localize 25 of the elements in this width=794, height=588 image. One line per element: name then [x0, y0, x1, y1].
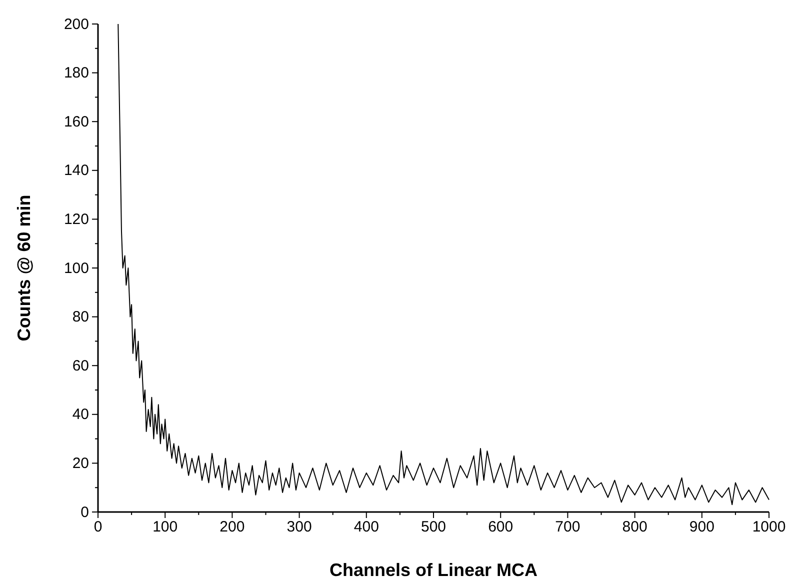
y-tick-label: 20 — [72, 455, 89, 472]
y-tick-label: 80 — [72, 308, 89, 326]
x-axis-title: Channels of Linear MCA — [329, 560, 538, 580]
x-tick-label: 1000 — [752, 518, 786, 536]
x-tick-label: 900 — [689, 518, 714, 536]
x-tick-label: 700 — [555, 518, 580, 536]
y-tick-label: 60 — [72, 357, 89, 374]
y-tick-label: 100 — [64, 260, 89, 277]
x-tick-label: 800 — [622, 518, 648, 536]
y-tick-label: 0 — [80, 504, 89, 521]
y-tick-label: 140 — [64, 162, 89, 180]
x-tick-label: 500 — [420, 518, 446, 536]
y-axis-title: Counts @ 60 min — [14, 194, 34, 342]
y-tick-label: 160 — [64, 113, 89, 130]
y-tick-label: 180 — [64, 64, 89, 82]
x-tick-label: 200 — [220, 518, 245, 536]
x-tick-label: 0 — [94, 518, 102, 536]
x-tick-label: 600 — [488, 518, 514, 536]
x-tick-label: 100 — [152, 518, 178, 536]
x-tick-label: 300 — [286, 518, 312, 536]
line-series — [118, 24, 770, 506]
y-tick-label: 200 — [64, 16, 89, 33]
x-tick-label: 400 — [354, 518, 379, 536]
y-tick-label: 40 — [72, 406, 89, 424]
y-tick-label: 120 — [64, 211, 89, 228]
